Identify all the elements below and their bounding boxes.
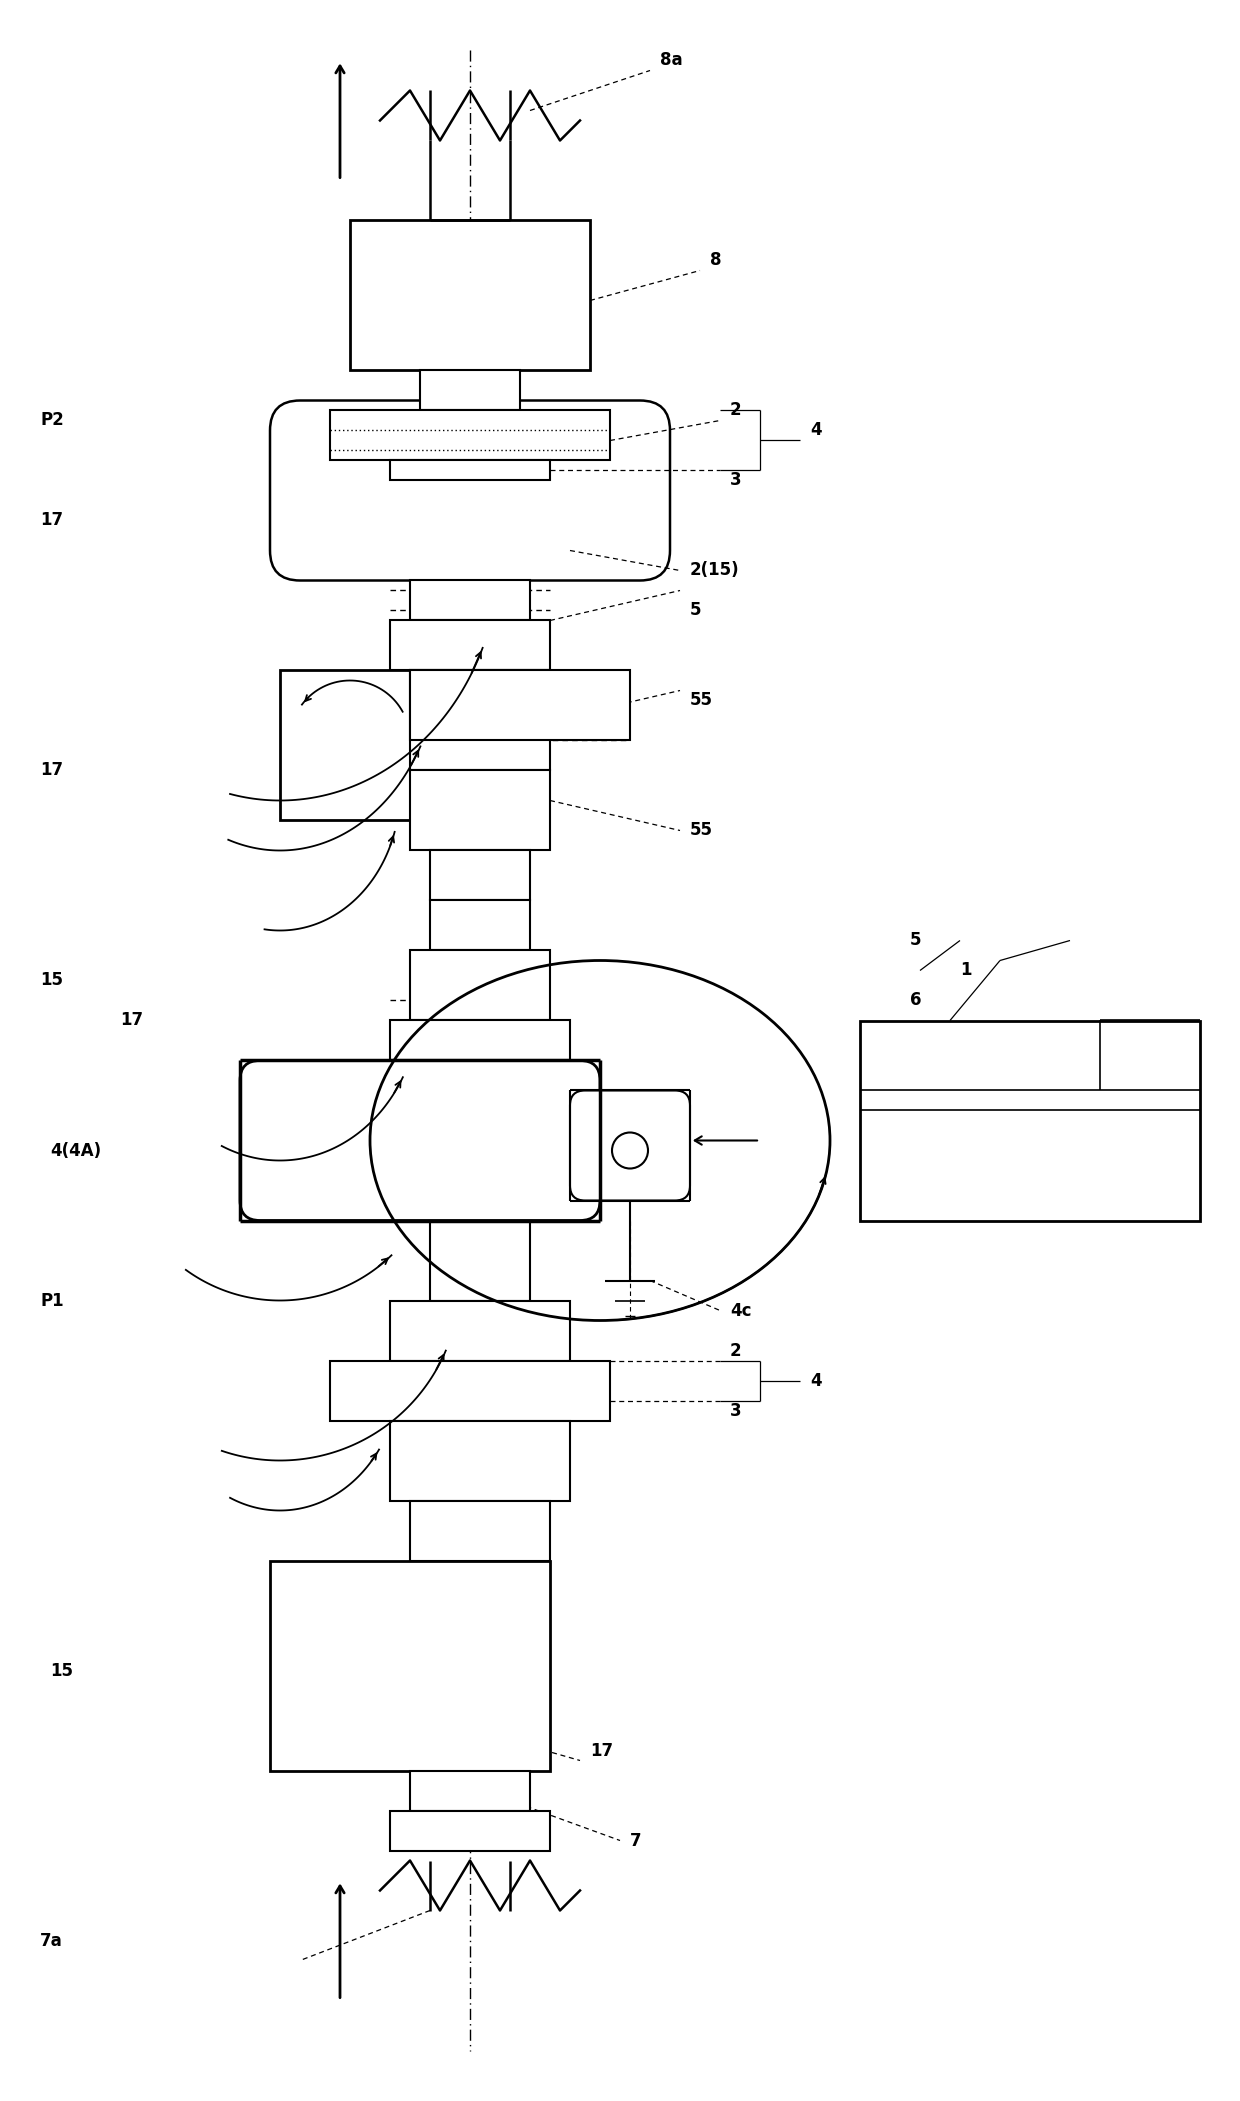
Text: 5: 5 <box>910 931 921 950</box>
Text: 4: 4 <box>810 422 822 439</box>
Text: 5: 5 <box>689 601 702 620</box>
Text: 8: 8 <box>711 252 722 269</box>
Bar <box>410 1771 529 1811</box>
Bar <box>410 771 551 851</box>
Bar <box>391 1021 570 1061</box>
Bar <box>391 1420 570 1500</box>
Text: 15: 15 <box>40 971 63 990</box>
Text: 2: 2 <box>730 401 742 420</box>
Bar <box>430 901 529 950</box>
Bar <box>270 1561 551 1771</box>
Bar <box>430 1221 529 1301</box>
Text: 55: 55 <box>689 821 713 840</box>
Text: 3: 3 <box>730 471 742 490</box>
Text: 4(4A): 4(4A) <box>50 1141 102 1160</box>
Text: 17: 17 <box>40 511 63 529</box>
Bar <box>410 670 551 771</box>
Bar <box>391 1811 551 1851</box>
Text: 7a: 7a <box>40 1931 63 1950</box>
Text: 15: 15 <box>50 1662 73 1679</box>
FancyBboxPatch shape <box>570 1090 689 1200</box>
Bar <box>330 1361 610 1420</box>
Text: 8a: 8a <box>660 53 683 69</box>
Text: 17: 17 <box>120 1011 143 1029</box>
Text: 17: 17 <box>590 1742 613 1759</box>
Bar <box>350 221 590 370</box>
Text: 3: 3 <box>730 1401 742 1420</box>
Text: 1: 1 <box>960 962 971 979</box>
Bar <box>430 851 529 901</box>
Text: P1: P1 <box>40 1292 63 1309</box>
Bar <box>410 950 551 1021</box>
Text: 4c: 4c <box>730 1301 751 1319</box>
Bar <box>420 370 520 410</box>
Text: 17: 17 <box>40 761 63 779</box>
Text: 2: 2 <box>730 1343 742 1359</box>
Text: 6: 6 <box>910 992 921 1008</box>
Bar <box>410 670 630 740</box>
Text: 2(15): 2(15) <box>689 561 739 580</box>
Bar <box>391 1301 570 1361</box>
Text: 4: 4 <box>810 1372 822 1389</box>
Text: 55: 55 <box>689 691 713 710</box>
FancyBboxPatch shape <box>270 401 670 580</box>
Text: 7: 7 <box>630 1832 641 1849</box>
Bar <box>391 620 551 670</box>
Bar <box>410 580 529 620</box>
Bar <box>330 410 610 460</box>
Bar <box>391 460 551 481</box>
Bar <box>280 670 460 821</box>
Bar <box>861 1021 1200 1221</box>
FancyBboxPatch shape <box>241 1061 600 1221</box>
Text: P2: P2 <box>40 412 63 429</box>
Bar <box>410 1500 551 1561</box>
